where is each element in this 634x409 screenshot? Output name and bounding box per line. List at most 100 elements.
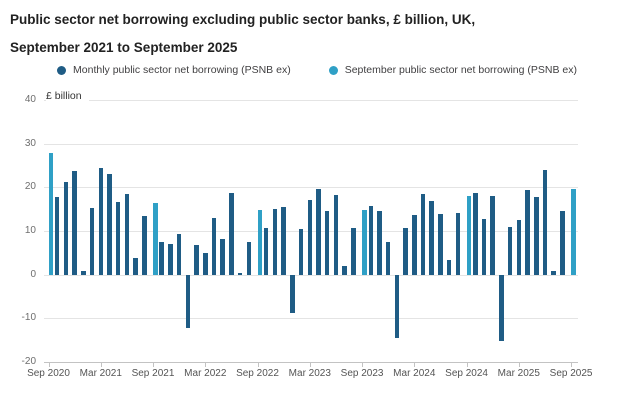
bar-dec-2024 <box>490 196 495 275</box>
x-tick-label-sep-2020: Sep 2020 <box>27 368 70 379</box>
y-tick-label--20: -20 <box>21 356 36 367</box>
bar-mar-2021 <box>98 167 104 275</box>
bar-mar-2024 <box>412 215 417 275</box>
x-tick-mark-mar-2022 <box>205 363 207 367</box>
legend-marker-september-icon <box>328 65 338 75</box>
x-tick-label-mar-2024: Mar 2024 <box>393 368 436 379</box>
bar-jan-2022 <box>185 274 191 329</box>
x-tick-label-sep-2023: Sep 2023 <box>340 368 384 379</box>
x-tick-label-mar-2023: Mar 2023 <box>288 368 331 379</box>
bar-aug-2024 <box>455 212 461 275</box>
bar-sep-2023 <box>362 210 367 275</box>
legend-label-monthly: Monthly public sector net borrowing (PSN… <box>73 64 291 76</box>
x-tick-label-mar-2022: Mar 2022 <box>184 368 227 379</box>
gridline--10 <box>44 318 578 320</box>
x-tick-mark-sep-2022 <box>257 363 259 367</box>
bar-apr-2024 <box>420 194 426 275</box>
x-tick-label-mar-2021: Mar 2021 <box>79 368 122 379</box>
bar-sep-2020 <box>48 153 54 275</box>
bar-jan-2023 <box>290 274 295 314</box>
legend: Monthly public sector net borrowing (PSN… <box>0 62 634 78</box>
legend-item-september: September public sector net borrowing (P… <box>328 64 577 76</box>
bar-apr-2023 <box>316 189 321 275</box>
x-tick-label-sep-2024: Sep 2024 <box>445 368 488 379</box>
bar-may-2021 <box>115 201 121 275</box>
bar-apr-2021 <box>107 173 112 275</box>
bar-jun-2023 <box>333 194 339 275</box>
x-tick-label-sep-2021: Sep 2021 <box>131 368 175 379</box>
bar-jul-2022 <box>237 272 243 275</box>
x-tick-mark-sep-2020 <box>48 363 50 367</box>
x-tick-mark-mar-2023 <box>309 363 311 367</box>
bar-nov-2024 <box>481 218 487 275</box>
bar-mar-2022 <box>203 252 208 275</box>
bar-feb-2022 <box>194 245 199 275</box>
x-tick-mark-mar-2021 <box>100 363 102 367</box>
bar-may-2023 <box>324 210 330 275</box>
bar-feb-2023 <box>298 229 304 275</box>
bar-jul-2021 <box>133 257 138 275</box>
bar-jun-2024 <box>438 214 443 275</box>
y-tick-label--10: -10 <box>21 312 36 324</box>
bar-nov-2022 <box>272 209 278 275</box>
bar-aug-2021 <box>142 216 147 275</box>
bar-jun-2022 <box>229 193 234 275</box>
gridline-30 <box>44 143 578 145</box>
bar-jun-2025 <box>542 170 548 275</box>
y-tick-label-30: 30 <box>24 137 36 149</box>
bar-may-2025 <box>534 196 539 275</box>
bar-feb-2021 <box>89 208 95 275</box>
bar-jun-2021 <box>124 194 130 275</box>
y-tick-label-20: 20 <box>24 181 36 193</box>
bar-aug-2022 <box>246 242 252 275</box>
bar-nov-2020 <box>63 181 69 275</box>
y-tick-label-40: 40 <box>24 94 36 105</box>
chart-title-line-2: September 2021 to September 2025 <box>10 40 238 55</box>
bar-oct-2024 <box>473 193 478 275</box>
bar-jul-2025 <box>551 270 556 275</box>
bar-dec-2020 <box>72 171 77 275</box>
x-tick-mark-sep-2025 <box>571 363 573 367</box>
y-tick-label-0: 0 <box>30 268 36 280</box>
x-tick-mark-sep-2021 <box>153 363 154 367</box>
bar-mar-2025 <box>516 219 522 275</box>
bar-nov-2023 <box>377 211 382 275</box>
legend-label-september: September public sector net borrowing (P… <box>344 64 577 76</box>
bar-jan-2024 <box>394 274 400 339</box>
x-tick-mark-mar-2024 <box>414 363 416 367</box>
bar-may-2024 <box>429 200 434 275</box>
chart-title: Public sector net borrowing excluding pu… <box>10 6 620 62</box>
gridline-0 <box>44 274 578 276</box>
bar-oct-2020 <box>54 196 60 275</box>
x-axis-line <box>44 362 578 363</box>
x-tick-mark-mar-2025 <box>518 363 520 367</box>
chart-title-line-1: Public sector net borrowing excluding pu… <box>10 12 476 27</box>
x-tick-label-mar-2025: Mar 2025 <box>497 368 540 379</box>
bar-aug-2025 <box>560 210 565 275</box>
gridline-20 <box>44 187 578 189</box>
bar-aug-2023 <box>351 227 356 275</box>
bar-oct-2022 <box>263 228 269 275</box>
x-tick-label-sep-2022: Sep 2022 <box>236 368 279 379</box>
bar-oct-2023 <box>368 206 374 275</box>
bar-jan-2025 <box>499 274 504 342</box>
bar-dec-2022 <box>281 207 286 275</box>
legend-marker-monthly-icon <box>57 65 67 75</box>
bar-sep-2022 <box>257 209 263 275</box>
bar-feb-2025 <box>507 226 513 275</box>
bar-jul-2024 <box>446 260 452 275</box>
bar-mar-2023 <box>307 200 313 275</box>
x-tick-mark-sep-2024 <box>466 363 468 367</box>
bar-apr-2025 <box>525 190 530 275</box>
legend-item-monthly: Monthly public sector net borrowing (PSN… <box>57 64 291 76</box>
bar-dec-2023 <box>385 242 391 275</box>
bar-sep-2025 <box>571 188 576 275</box>
bar-jul-2023 <box>342 265 347 275</box>
x-tick-mark-sep-2023 <box>362 363 364 367</box>
bar-may-2022 <box>220 239 225 275</box>
bar-jan-2021 <box>81 270 86 275</box>
bar-nov-2021 <box>168 243 173 275</box>
gridline-40 <box>44 100 578 101</box>
